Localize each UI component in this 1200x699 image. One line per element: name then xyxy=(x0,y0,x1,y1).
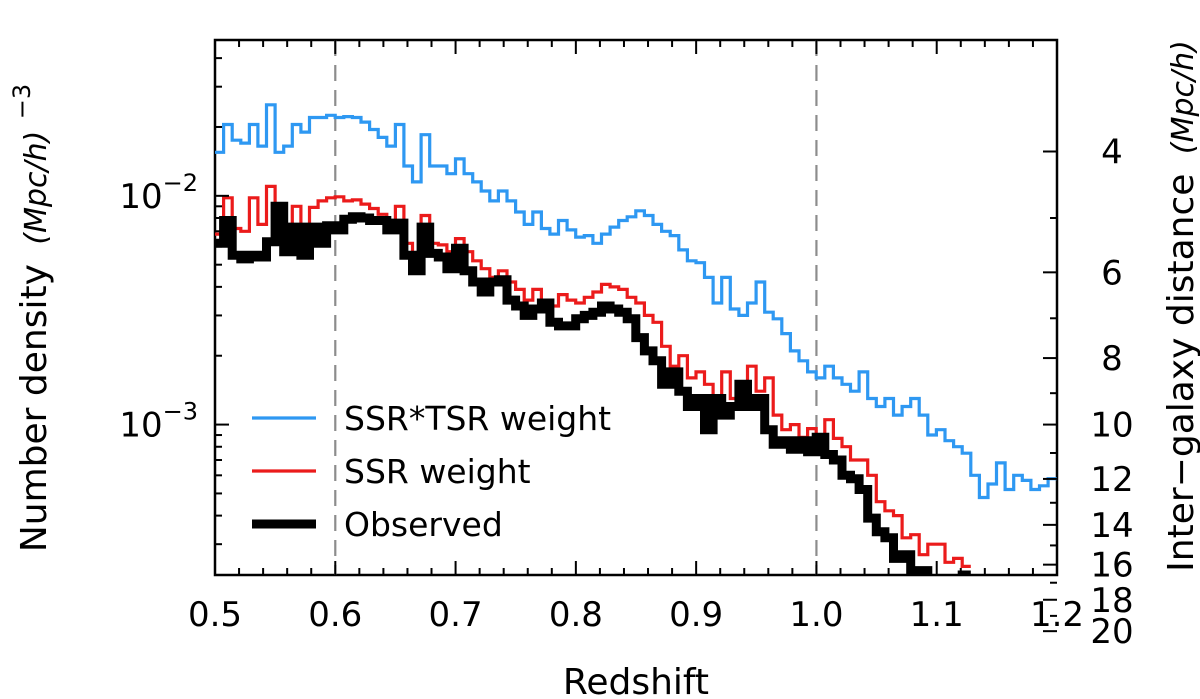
x-tick-label: 0.7 xyxy=(429,595,483,635)
legend-label-ssr-tsr-weight: SSR*TSR weight xyxy=(344,399,611,438)
y-tick-labels: 10−210−3 xyxy=(119,169,198,446)
y-tick-label-exponent: −3 xyxy=(163,398,198,426)
y2-tick-label: 4 xyxy=(1101,132,1123,172)
y-axis-title-base: Number density xyxy=(14,264,55,552)
y2-tick-label: 8 xyxy=(1101,339,1123,379)
vertical-reference-lines xyxy=(334,40,818,575)
y2-tick-label: 6 xyxy=(1101,253,1123,293)
plot-frame xyxy=(213,38,1059,577)
series-ssr-tsr-weight xyxy=(215,103,1057,500)
x-tick-label: 0.8 xyxy=(549,595,603,635)
series-ssr-weight xyxy=(215,184,971,568)
y2-tick-label: 14 xyxy=(1090,506,1133,546)
x-tick-label: 0.5 xyxy=(188,595,242,635)
y-tick-label-base: 10 xyxy=(119,406,162,446)
y2-tick-label: 12 xyxy=(1090,460,1133,500)
y-tick-label-base: 10 xyxy=(119,177,162,217)
x-axis-title: Redshift xyxy=(563,662,709,699)
series-observed xyxy=(215,201,971,575)
y2-tick-label: 20 xyxy=(1090,612,1133,652)
x-tick-label: 0.6 xyxy=(308,595,362,635)
y2-tick-label: 16 xyxy=(1090,546,1133,586)
y-tick-label: 10−2 xyxy=(119,169,198,217)
x-tick-label: 0.9 xyxy=(669,595,723,635)
x-tick-labels: 0.5 0.6 0.7 0.8 0.9 1.0 1.1 1.2 xyxy=(188,595,1084,635)
y-axis-title-exponent: −3 xyxy=(8,84,36,119)
legend-label-observed: Observed xyxy=(344,505,503,544)
x-tick-label: 1.0 xyxy=(789,595,843,635)
y-axis-title: Number density (Mpc/h) −3 xyxy=(8,84,55,552)
legend-label-ssr-weight: SSR weight xyxy=(344,452,531,491)
legend: SSR*TSR weight SSR weight Observed xyxy=(252,399,611,544)
y-tick-label: 10−3 xyxy=(119,398,198,446)
y-axis-title-unit: (Mpc/h) xyxy=(19,131,54,245)
y2-axis-title-base: Inter−galaxy distance xyxy=(1161,174,1200,572)
y-tick-label-exponent: −2 xyxy=(163,169,198,197)
y2-axis-title: Inter−galaxy distance (Mpc/h) xyxy=(1161,40,1200,572)
y2-axis-title-unit: (Mpc/h) xyxy=(1166,40,1200,154)
y2-tick-label: 18 xyxy=(1090,581,1133,621)
x-tick-label: 1.1 xyxy=(910,595,964,635)
series-layer xyxy=(215,103,1057,575)
ticks-layer xyxy=(214,40,1058,633)
y2-tick-label: 10 xyxy=(1090,406,1133,446)
x-tick-label: 1.2 xyxy=(1030,595,1084,635)
